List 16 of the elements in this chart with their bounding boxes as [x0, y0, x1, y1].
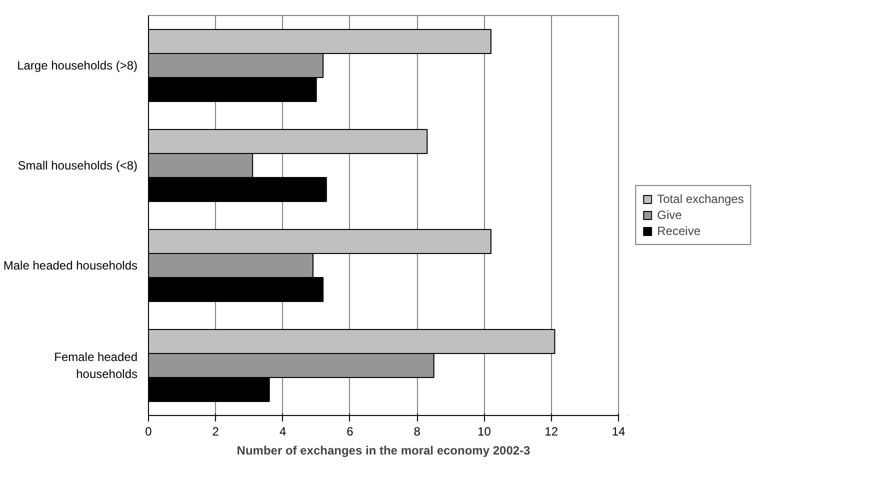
x-tick-label: 6	[346, 424, 354, 438]
x-tick-label: 0	[145, 424, 152, 438]
y-tick-label: Large households (>8)	[17, 58, 138, 72]
x-tick-label: 2	[212, 424, 220, 438]
y-tick-label: Female headed households	[54, 350, 138, 381]
legend-label: Give	[657, 208, 682, 222]
y-tick-label: Small households (<8)	[18, 158, 138, 172]
x-tick-label: 10	[478, 424, 492, 438]
x-tick-label: 14	[612, 424, 626, 438]
legend-label: Receive	[657, 224, 700, 238]
legend-label: Total exchanges	[657, 192, 744, 206]
x-tick-label: 12	[544, 424, 558, 438]
x-tick-label: 8	[414, 424, 421, 438]
x-tick-label: 4	[279, 424, 286, 438]
x-axis-title: Number of exchanges in the moral economy 2002-3	[236, 444, 531, 458]
y-tick-label: Male headed households	[3, 258, 138, 272]
